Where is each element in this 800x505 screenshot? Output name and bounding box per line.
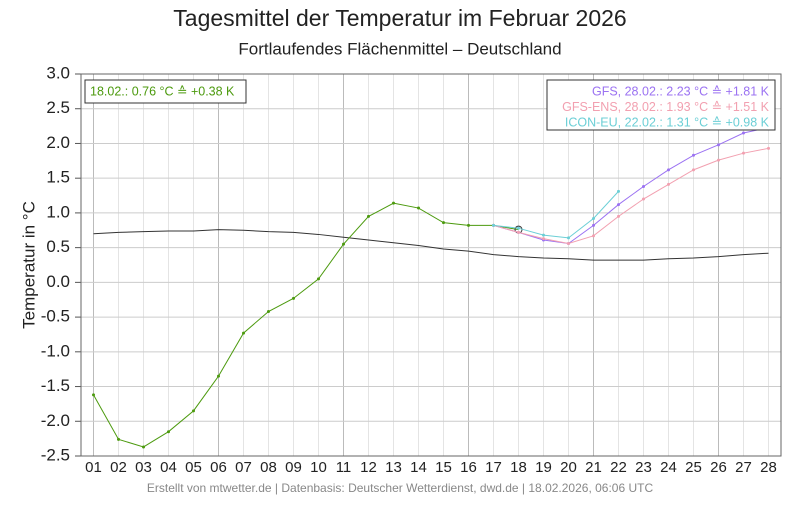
x-tick-label: 11 [336, 459, 352, 476]
x-tick-label: 06 [210, 459, 227, 476]
legend-entry: GFS-ENS, 28.02.: 1.93 °C ≙ +1.51 K [562, 100, 770, 114]
y-tick-label: -0.5 [41, 307, 70, 326]
point [542, 237, 545, 241]
point [617, 214, 620, 218]
point [767, 146, 770, 150]
y-tick-label: -2.5 [41, 445, 70, 464]
point [567, 241, 570, 245]
x-tick-label: 13 [385, 459, 402, 476]
point [592, 223, 595, 227]
legend-entry: ICON-EU, 22.02.: 1.31 °C ≙ +0.98 K [565, 115, 770, 129]
x-tick-label: 05 [185, 459, 202, 476]
chart-subtitle: Fortlaufendes Flächenmittel – Deutschlan… [238, 39, 561, 58]
point [517, 226, 520, 230]
point [592, 216, 595, 220]
point [592, 234, 595, 238]
x-tick-label: 28 [760, 459, 777, 476]
x-tick-label: 12 [360, 459, 377, 476]
y-axis-label: Temperatur in °C [19, 201, 38, 329]
x-tick-label: 07 [235, 459, 252, 476]
point [167, 430, 170, 434]
x-tick-label: 18 [510, 459, 527, 476]
point [617, 203, 620, 207]
point [217, 374, 220, 378]
x-tick-label: 04 [160, 459, 177, 476]
point [667, 168, 670, 172]
point [517, 230, 520, 234]
x-tick-label: 19 [535, 459, 552, 476]
point [642, 197, 645, 201]
x-tick-label: 03 [135, 459, 152, 476]
annotation-box [84, 79, 247, 104]
plot-frame [80, 73, 782, 457]
x-tick-label: 16 [460, 459, 477, 476]
y-tick-label: 2.5 [46, 98, 70, 117]
x-tick-label: 23 [635, 459, 652, 476]
point [242, 331, 245, 335]
x-tick-label: 01 [85, 459, 102, 476]
x-tick-label: 09 [285, 459, 302, 476]
point [692, 153, 695, 157]
legend-box [546, 79, 776, 131]
series-line [493, 126, 769, 244]
point [442, 221, 445, 225]
point [342, 242, 345, 246]
point [292, 296, 295, 300]
point [617, 189, 620, 193]
point [417, 206, 420, 210]
series-line [493, 191, 619, 239]
series-line [493, 147, 769, 244]
annotation: 18.02.: 0.76 °C ≙ +0.38 K [90, 84, 235, 98]
x-tick-label: 15 [435, 459, 452, 476]
x-tick-label: 20 [560, 459, 577, 476]
point [392, 201, 395, 205]
x-tick-label: 10 [310, 459, 327, 476]
point [692, 168, 695, 172]
y-tick-label: 3.0 [46, 63, 70, 82]
point [742, 131, 745, 135]
x-tick-label: 25 [685, 459, 702, 476]
point [92, 393, 95, 397]
series-line [93, 229, 769, 261]
point [367, 214, 370, 218]
point [642, 185, 645, 189]
x-tick-label: 14 [410, 459, 427, 476]
legend-entry: GFS, 28.02.: 2.23 °C ≙ +1.81 K [592, 84, 770, 98]
footer: Erstellt von mtwetter.de | Datenbasis: D… [147, 481, 654, 495]
point [667, 182, 670, 186]
x-tick-label: 21 [585, 459, 602, 476]
y-tick-label: 1.5 [46, 168, 70, 187]
point [492, 223, 495, 227]
y-tick-label: -1.0 [41, 341, 70, 360]
point [267, 310, 270, 314]
point [117, 437, 120, 441]
x-tick-label: 02 [110, 459, 127, 476]
x-tick-label: 17 [485, 459, 502, 476]
x-tick-label: 26 [710, 459, 727, 476]
point [717, 158, 720, 162]
y-tick-label: -2.0 [41, 411, 70, 430]
point [567, 236, 570, 240]
x-tick-label: 27 [735, 459, 752, 476]
y-tick-label: 2.0 [46, 133, 70, 152]
x-tick-label: 08 [260, 459, 277, 476]
y-tick-label: 0.5 [46, 237, 70, 256]
x-tick-label: 22 [610, 459, 627, 476]
y-tick-label: -1.5 [41, 376, 70, 395]
x-tick-label: 24 [660, 459, 677, 476]
chart-title: Tagesmittel der Temperatur im Februar 20… [173, 5, 626, 31]
point [742, 151, 745, 155]
point [467, 223, 470, 227]
y-tick-label: 0.0 [46, 272, 70, 291]
point [142, 445, 145, 449]
point [542, 233, 545, 237]
point [717, 143, 720, 147]
point [317, 277, 320, 281]
series-line [93, 202, 519, 448]
point [192, 409, 195, 413]
y-tick-label: 1.0 [46, 202, 70, 221]
